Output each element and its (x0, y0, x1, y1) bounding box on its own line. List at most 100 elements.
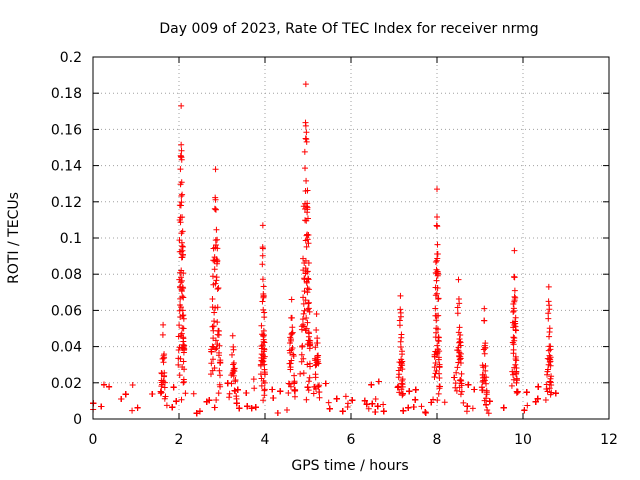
data-point (486, 398, 493, 405)
data-point (182, 390, 189, 397)
data-point (479, 362, 486, 369)
data-point (302, 327, 309, 334)
data-point (251, 385, 258, 392)
data-point (298, 326, 305, 333)
data-point (458, 370, 465, 377)
data-point (316, 388, 323, 395)
data-point (214, 236, 221, 243)
data-point (301, 205, 308, 212)
data-point (339, 408, 346, 415)
data-point (436, 385, 443, 392)
data-point (277, 388, 284, 395)
data-point (432, 360, 439, 367)
data-point (211, 404, 218, 411)
data-point (513, 370, 520, 377)
data-point (288, 296, 295, 303)
data-point (455, 359, 462, 366)
data-point (285, 390, 292, 397)
data-point (177, 279, 184, 286)
x-tick-label: 0 (89, 432, 98, 448)
data-point (214, 304, 221, 311)
data-point (230, 346, 237, 353)
data-point (215, 327, 222, 334)
x-tick-label: 2 (175, 432, 184, 448)
data-point (159, 331, 166, 338)
data-point (434, 241, 441, 248)
data-point (456, 384, 463, 391)
data-point (457, 391, 464, 398)
data-point (395, 367, 402, 374)
data-point (297, 370, 304, 377)
y-tick-labels: 0 0.02 0.04 0.06 0.08 0.1 0.12 0.14 0.16 0.18 0.2 (51, 50, 82, 428)
data-point (208, 360, 215, 367)
data-point (212, 166, 219, 173)
data-point (260, 327, 267, 334)
data-point (258, 375, 265, 382)
data-point (228, 351, 235, 358)
data-point (178, 193, 185, 200)
data-point (304, 384, 311, 391)
data-point (180, 334, 187, 341)
data-point (432, 292, 439, 299)
data-point (434, 186, 440, 193)
data-point (432, 284, 439, 291)
data-point (215, 390, 222, 397)
data-point (431, 353, 438, 360)
data-point (178, 156, 185, 163)
data-point (545, 361, 552, 368)
data-point (511, 287, 518, 294)
data-point (261, 371, 268, 378)
data-point (434, 250, 441, 257)
data-point (436, 370, 443, 377)
data-point (122, 391, 129, 398)
data-point (397, 344, 404, 351)
data-point (177, 181, 184, 188)
data-point (513, 357, 520, 364)
data-point (213, 274, 220, 281)
data-point (178, 230, 185, 237)
x-tick-label: 12 (600, 432, 618, 448)
data-point (433, 317, 440, 324)
data-point (397, 338, 404, 345)
data-point (180, 349, 187, 356)
data-point (406, 388, 413, 395)
data-point (260, 397, 267, 404)
data-point (260, 355, 267, 362)
data-point (485, 410, 492, 417)
data-point (511, 297, 518, 304)
data-point (456, 356, 463, 363)
data-point (179, 293, 186, 300)
data-point (207, 371, 214, 378)
data-point (163, 402, 170, 409)
data-point (210, 323, 217, 330)
data-point (548, 382, 555, 389)
data-point (178, 288, 185, 295)
data-point (157, 388, 164, 395)
data-point (178, 274, 185, 281)
data-point (512, 361, 519, 368)
data-point (211, 258, 218, 265)
data-point (212, 196, 219, 203)
data-point (215, 331, 222, 338)
data-point (259, 261, 266, 268)
data-point (261, 314, 268, 321)
y-tick-label: 0 (73, 412, 82, 428)
data-point (546, 325, 553, 332)
data-point (229, 369, 236, 376)
data-point (434, 397, 441, 404)
ticks (92, 56, 610, 420)
data-point (180, 379, 187, 386)
data-point (435, 295, 442, 302)
y-tick-label: 0.18 (51, 86, 82, 102)
data-point (175, 361, 182, 368)
data-point (544, 368, 551, 375)
data-point (545, 283, 552, 290)
data-point (179, 243, 186, 250)
data-point (312, 344, 319, 351)
data-point (233, 395, 240, 402)
data-point (212, 206, 219, 213)
data-point (342, 393, 349, 400)
data-point (231, 387, 238, 394)
data-point (428, 399, 435, 406)
data-point (178, 199, 185, 206)
